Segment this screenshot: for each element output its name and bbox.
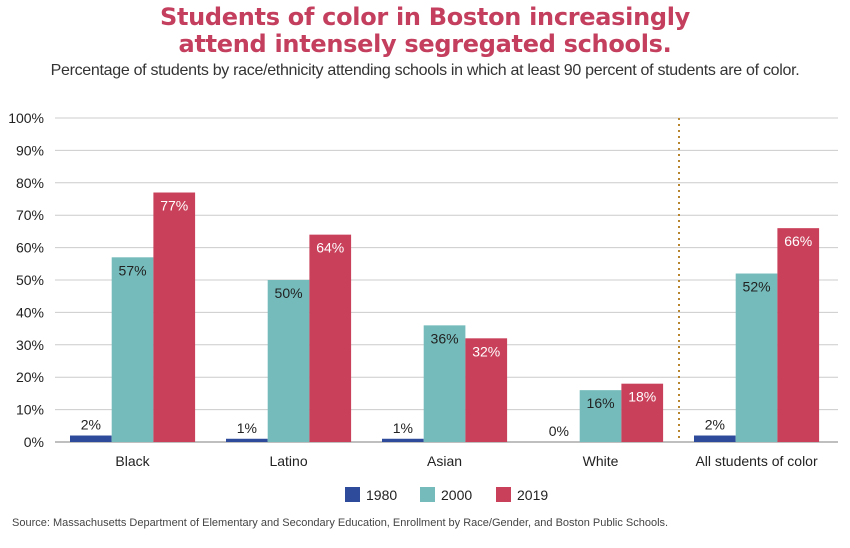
bar-2019 — [777, 228, 820, 442]
data-label: 32% — [472, 343, 500, 359]
data-label: 57% — [119, 262, 147, 278]
chart-subtitle: Percentage of students by race/ethnicity… — [50, 62, 800, 79]
title-line-2: attend intensely segregated schools. — [178, 30, 672, 58]
y-tick-label: 100% — [8, 110, 44, 126]
legend-label: 1980 — [366, 487, 397, 503]
bar-2019 — [465, 338, 508, 442]
legend-label: 2000 — [441, 487, 472, 503]
y-tick-label: 90% — [16, 142, 44, 158]
data-label: 66% — [784, 233, 812, 249]
y-tick-label: 70% — [16, 207, 44, 223]
x-tick-label: Latino — [269, 453, 307, 469]
bar-2019 — [309, 234, 352, 442]
legend-label: 2019 — [517, 487, 548, 503]
legend-swatch-1980 — [345, 487, 360, 502]
bar-1980 — [694, 435, 736, 442]
data-label: 18% — [628, 389, 656, 405]
data-label: 0% — [549, 423, 569, 439]
x-tick-label: White — [583, 453, 619, 469]
bar-2000 — [423, 325, 466, 442]
data-label: 52% — [743, 279, 771, 295]
data-label: 50% — [275, 285, 303, 301]
bar-2000 — [735, 273, 778, 442]
y-tick-label: 60% — [16, 240, 44, 256]
bar-2019 — [621, 383, 664, 442]
legend-swatch-2000 — [420, 487, 435, 502]
bar-1980 — [226, 438, 268, 442]
y-tick-label: 50% — [16, 272, 44, 288]
y-tick-label: 40% — [16, 304, 44, 320]
y-tick-label: 80% — [16, 175, 44, 191]
chart-title: Students of color in Boston increasingly… — [0, 4, 850, 58]
data-label: 1% — [237, 420, 257, 436]
bar-2000 — [267, 280, 310, 442]
data-label: 16% — [587, 395, 615, 411]
data-label: 2% — [705, 417, 725, 433]
y-tick-label: 0% — [24, 434, 44, 450]
x-tick-label: All students of color — [695, 453, 818, 469]
data-label: 77% — [160, 198, 188, 214]
source-note: Source: Massachusetts Department of Elem… — [12, 517, 669, 529]
bar-2019 — [153, 192, 196, 442]
y-tick-label: 10% — [16, 402, 44, 418]
data-label: 36% — [431, 330, 459, 346]
x-tick-label: Asian — [427, 453, 462, 469]
data-label: 1% — [393, 420, 413, 436]
legend-swatch-2019 — [496, 487, 511, 502]
y-tick-label: 20% — [16, 369, 44, 385]
x-tick-label: Black — [115, 453, 150, 469]
bar-1980 — [70, 435, 112, 442]
data-label: 64% — [316, 240, 344, 256]
title-line-1: Students of color in Boston increasingly — [159, 3, 691, 31]
bar-2000 — [111, 257, 154, 442]
bar-2000 — [579, 390, 622, 442]
y-tick-label: 30% — [16, 337, 44, 353]
bar-1980 — [382, 438, 424, 442]
data-label: 2% — [81, 417, 101, 433]
